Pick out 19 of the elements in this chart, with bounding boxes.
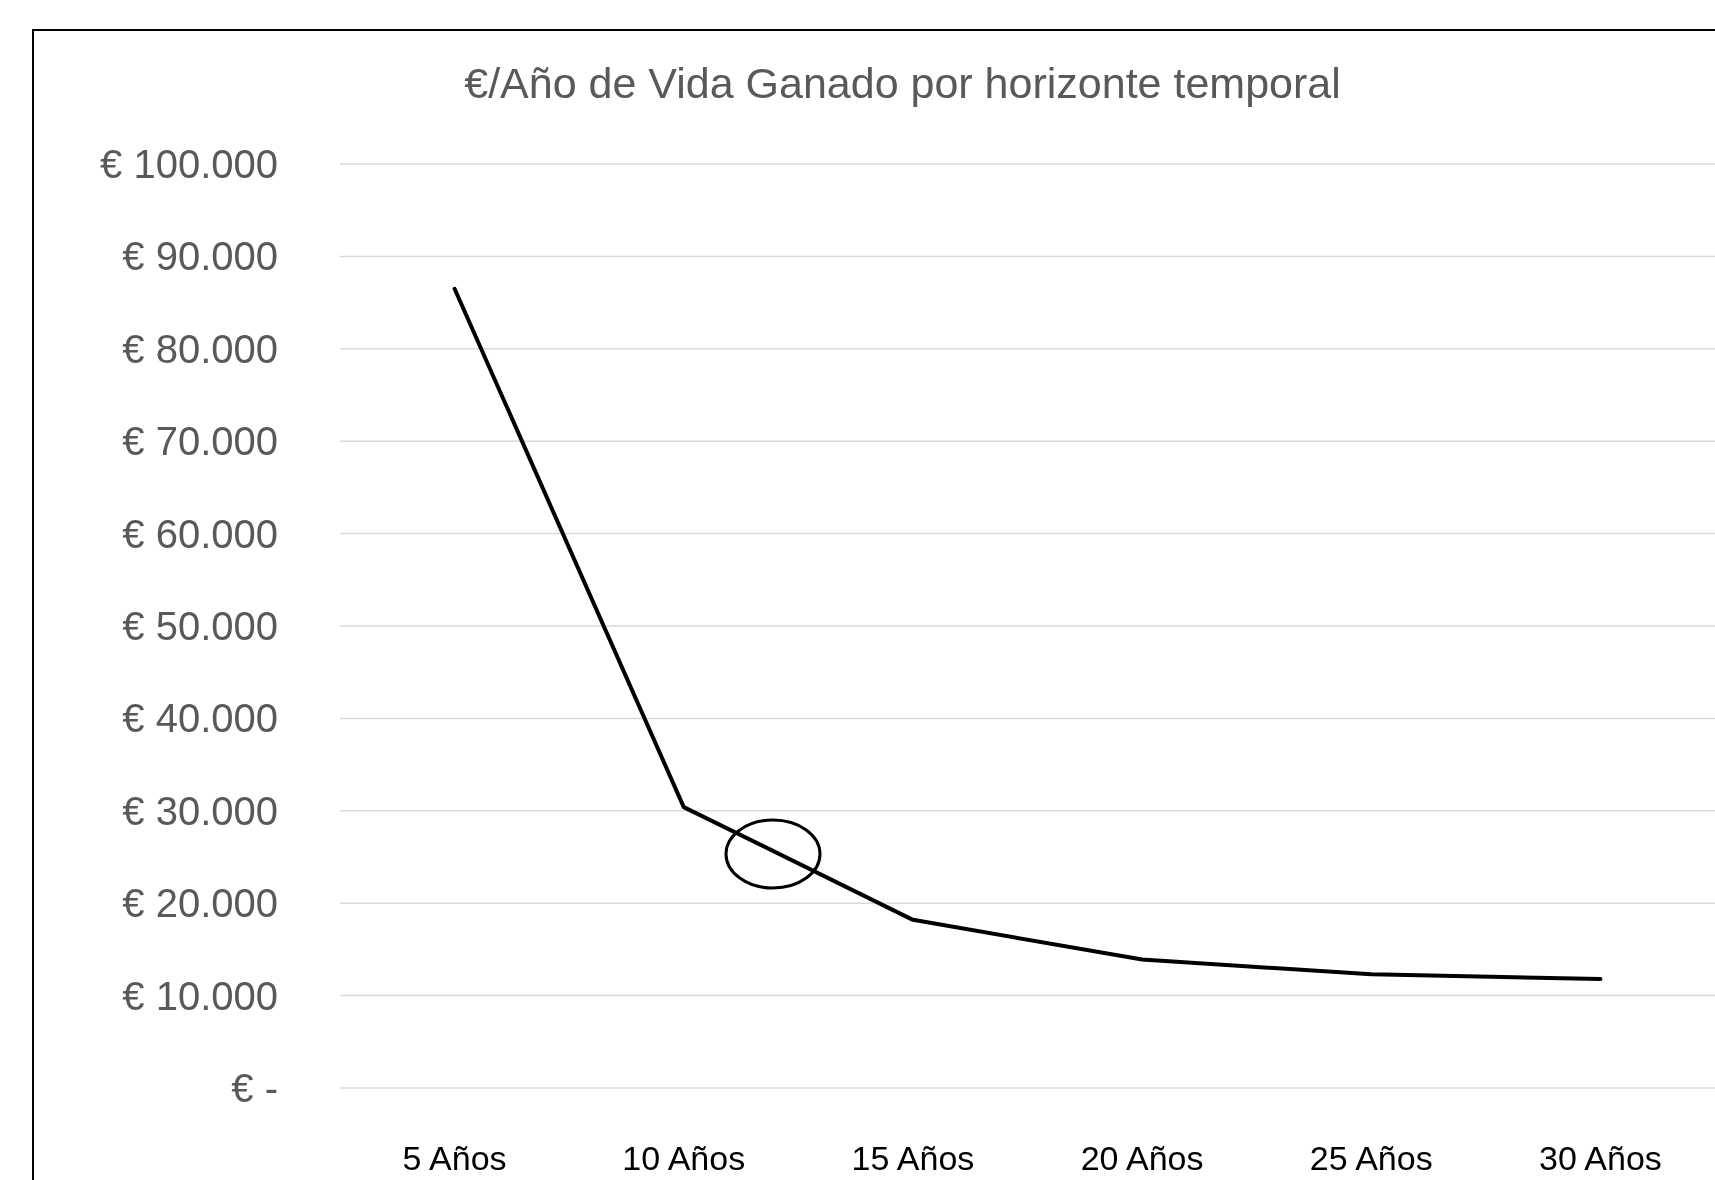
y-tick-label: € 30.000 (122, 788, 278, 833)
line-series (452, 286, 1603, 981)
x-tick-label: 25 Años (1309, 1139, 1433, 1177)
y-tick-label: € 40.000 (122, 696, 278, 741)
x-tick-label: 30 Años (1538, 1139, 1662, 1177)
y-tick-label: € 20.000 (122, 881, 278, 926)
y-tick-label: € 80.000 (122, 326, 278, 371)
y-tick-label: € - (231, 1066, 278, 1110)
y-tick-label: € 60.000 (122, 511, 278, 556)
y-tick-label: € 50.000 (122, 604, 278, 648)
x-tick-label: 5 Años (402, 1139, 507, 1177)
y-tick-label: € 90.000 (122, 234, 278, 279)
x-tick-label: 15 Años (851, 1139, 975, 1177)
y-tick-label: € 70.000 (122, 419, 278, 464)
chart-title: €/Año de Vida Ganado por horizonte temporal (464, 59, 1341, 107)
y-tick-label: € 100.000 (100, 142, 278, 186)
y-tick-label: € 10.000 (122, 973, 278, 1018)
x-tick-label: 10 Años (622, 1139, 746, 1177)
x-tick-label: 20 Años (1080, 1139, 1204, 1177)
